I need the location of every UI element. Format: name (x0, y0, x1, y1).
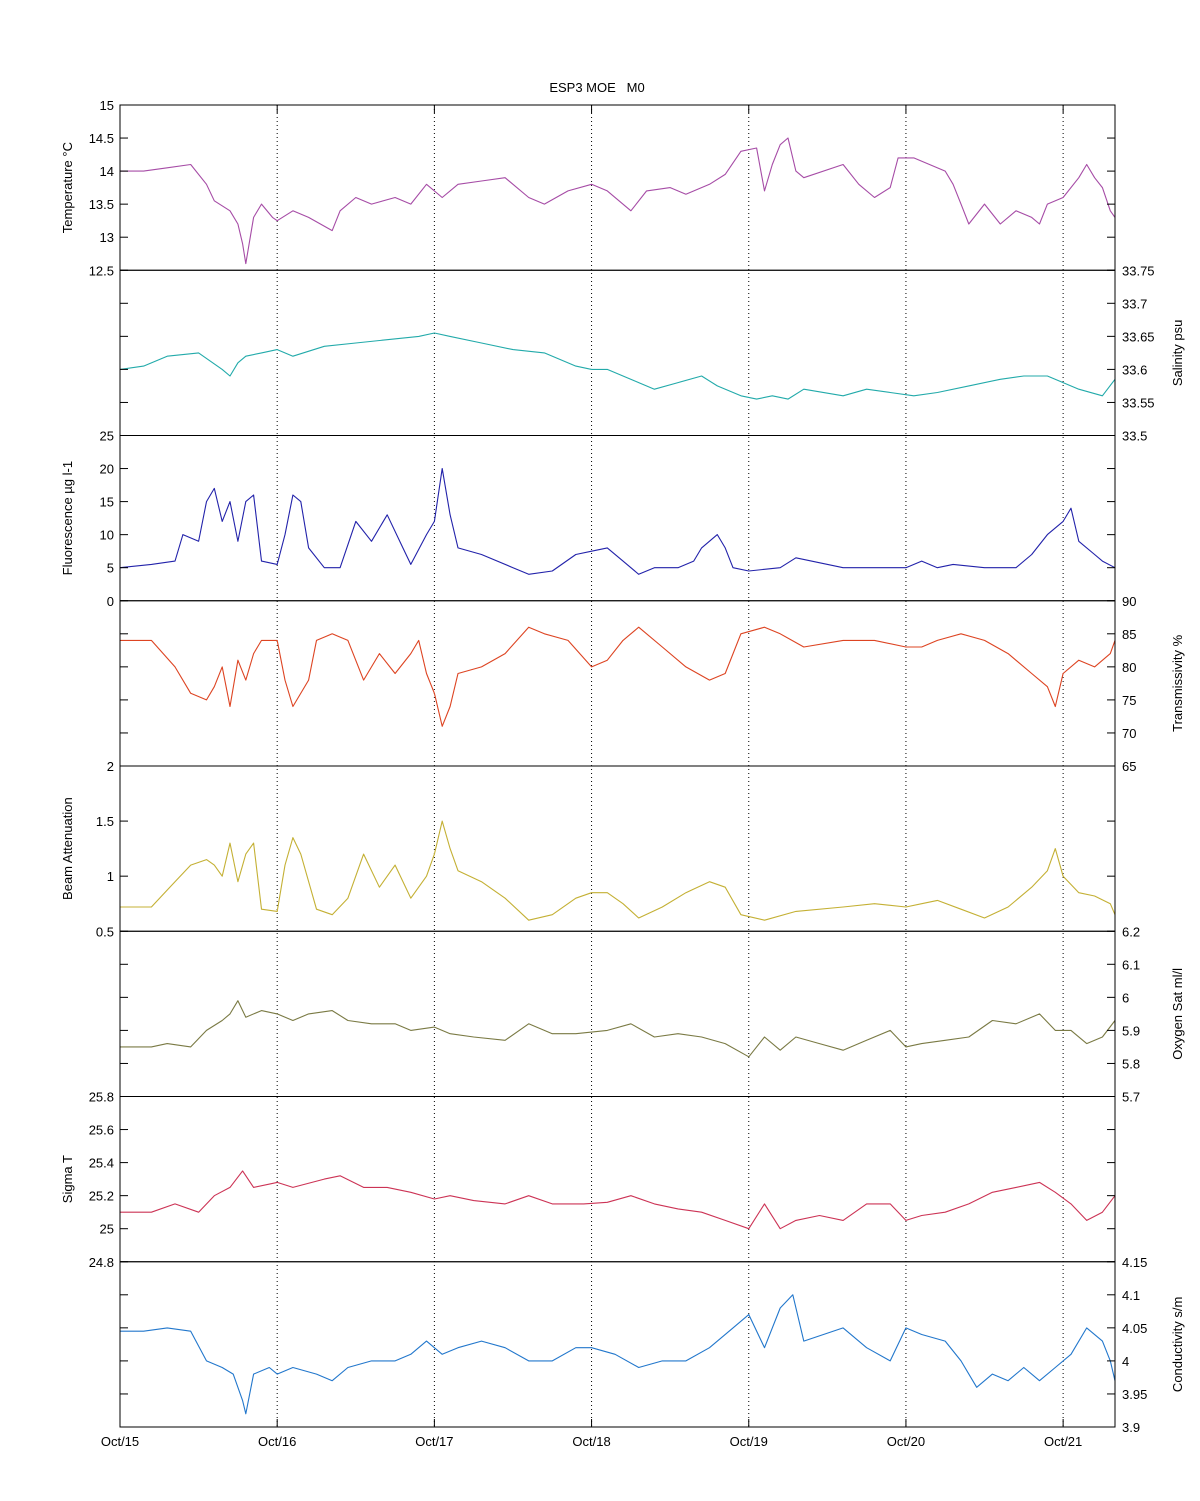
y-tick-label: 80 (1122, 660, 1136, 675)
x-tick-label: Oct/21 (1044, 1434, 1082, 1449)
series-sigma_t (120, 1170, 1116, 1230)
y-tick-label: 0.5 (96, 924, 114, 939)
y-axis-label: Conductivity s/m (1170, 1297, 1185, 1392)
chart-title: ESP3 MOE M0 (549, 80, 644, 95)
series-beam_attenuation (120, 820, 1116, 921)
y-tick-label: 12.5 (89, 263, 114, 278)
y-tick-label: 10 (100, 528, 114, 543)
y-tick-label: 14 (100, 164, 114, 179)
series-salinity (119, 332, 1116, 400)
y-tick-label: 14.5 (89, 131, 114, 146)
y-tick-label: 25.6 (89, 1123, 114, 1138)
panel-frame (119, 930, 1116, 1097)
x-tick-label: Oct/19 (730, 1434, 768, 1449)
y-tick-label: 13.5 (89, 197, 114, 212)
y-axis-label: Transmissivity % (1170, 634, 1185, 731)
series-conductivity (120, 1294, 1116, 1415)
y-tick-label: 85 (1122, 627, 1136, 642)
series-oxygen_sat (120, 1000, 1116, 1058)
panel-frame (119, 600, 1116, 767)
y-tick-label: 4.05 (1122, 1321, 1147, 1336)
y-tick-label: 5.8 (1122, 1056, 1140, 1071)
panel-frame (119, 765, 1116, 932)
x-tick-label: Oct/18 (572, 1434, 610, 1449)
panel-frame (119, 435, 1116, 602)
panel-salinity: 33.5 33.55 33.6 33.65 33.7 33.75 Salinity psu (119, 263, 1185, 444)
x-tick-label: Oct/20 (887, 1434, 925, 1449)
y-tick-label: 1 (107, 869, 114, 884)
panel-oxygen_sat: 5.7 5.8 5.9 6 6.1 6.2 Oxygen Sat ml/l (119, 924, 1185, 1105)
y-tick-label: 65 (1122, 759, 1136, 774)
vertical-gridlines (276, 105, 1064, 1427)
panel-conductivity: 3.9 3.95 4 4.05 4.1 4.15 Conductivity s/m (119, 1255, 1185, 1435)
x-tick-label: Oct/16 (258, 1434, 296, 1449)
y-tick-label: 70 (1122, 726, 1136, 741)
x-axis: Oct/15 Oct/16 Oct/17 Oct/18 Oct/19 Oct/20 Oct/… (101, 105, 1082, 1449)
y-tick-label: 75 (1122, 693, 1136, 708)
y-axis-label: Temperature °C (60, 142, 75, 233)
y-tick-label: 4.15 (1122, 1255, 1147, 1270)
panel-beam_attenuation: 0.5 1 1.5 2 Beam Attenuation (60, 759, 1116, 939)
y-tick-label: 5 (107, 561, 114, 576)
y-tick-label: 25 (100, 429, 114, 444)
y-axis-label: Oxygen Sat ml/l (1170, 968, 1185, 1060)
y-tick-label: 20 (100, 462, 114, 477)
x-tick-label: Oct/15 (101, 1434, 139, 1449)
y-axis-label: Sigma T (60, 1155, 75, 1203)
y-tick-label: 6.2 (1122, 924, 1140, 939)
y-tick-label: 3.9 (1122, 1420, 1140, 1435)
panel-frame (119, 1261, 1116, 1428)
y-tick-label: 4 (1122, 1354, 1129, 1369)
panel-frame (119, 269, 1116, 436)
panel-frame (119, 104, 1116, 271)
y-tick-label: 25.4 (89, 1156, 114, 1171)
y-tick-label: 0 (107, 594, 114, 609)
y-axis-label: Fluorescence µg l-1 (60, 461, 75, 575)
y-tick-label: 3.95 (1122, 1387, 1147, 1402)
x-tick-label: Oct/17 (415, 1434, 453, 1449)
y-tick-label: 5.9 (1122, 1023, 1140, 1038)
panel-fluorescence: 0 5 10 15 20 25 Fluorescence µg l-1 (60, 429, 1116, 609)
y-tick-label: 33.75 (1122, 263, 1155, 278)
y-tick-label: 4.1 (1122, 1288, 1140, 1303)
series-fluorescence (119, 467, 1116, 575)
y-tick-label: 25.8 (89, 1090, 114, 1105)
y-tick-label: 33.6 (1122, 362, 1147, 377)
y-tick-label: 5.7 (1122, 1090, 1140, 1105)
y-tick-label: 6 (1122, 990, 1129, 1005)
y-tick-label: 13 (100, 230, 114, 245)
panel-transmissivity: 65 70 75 80 85 90 Transmissivity % (119, 594, 1185, 774)
series-temperature (120, 137, 1116, 265)
panel-frame (119, 1096, 1116, 1263)
y-tick-label: 1.5 (96, 814, 114, 829)
y-tick-label: 33.55 (1122, 395, 1155, 410)
y-tick-label: 2 (107, 759, 114, 774)
y-tick-label: 25.2 (89, 1189, 114, 1204)
y-axis-label: Beam Attenuation (60, 797, 75, 900)
y-tick-label: 33.65 (1122, 329, 1155, 344)
y-tick-label: 33.7 (1122, 296, 1147, 311)
y-tick-label: 90 (1122, 594, 1136, 609)
series-transmissivity (120, 626, 1116, 727)
panel-temperature: 12.5 13 13.5 14 14.5 15 Temperature °C (60, 98, 1116, 278)
y-tick-label: 33.5 (1122, 429, 1147, 444)
y-tick-label: 6.1 (1122, 957, 1140, 972)
y-tick-label: 15 (100, 98, 114, 113)
y-axis-label: Salinity psu (1170, 320, 1185, 386)
panel-sigma_t: 24.8 25 25.2 25.4 25.6 25.8 Sigma T (60, 1090, 1116, 1270)
y-tick-label: 15 (100, 495, 114, 510)
y-tick-label: 25 (100, 1222, 114, 1237)
y-tick-label: 24.8 (89, 1255, 114, 1270)
